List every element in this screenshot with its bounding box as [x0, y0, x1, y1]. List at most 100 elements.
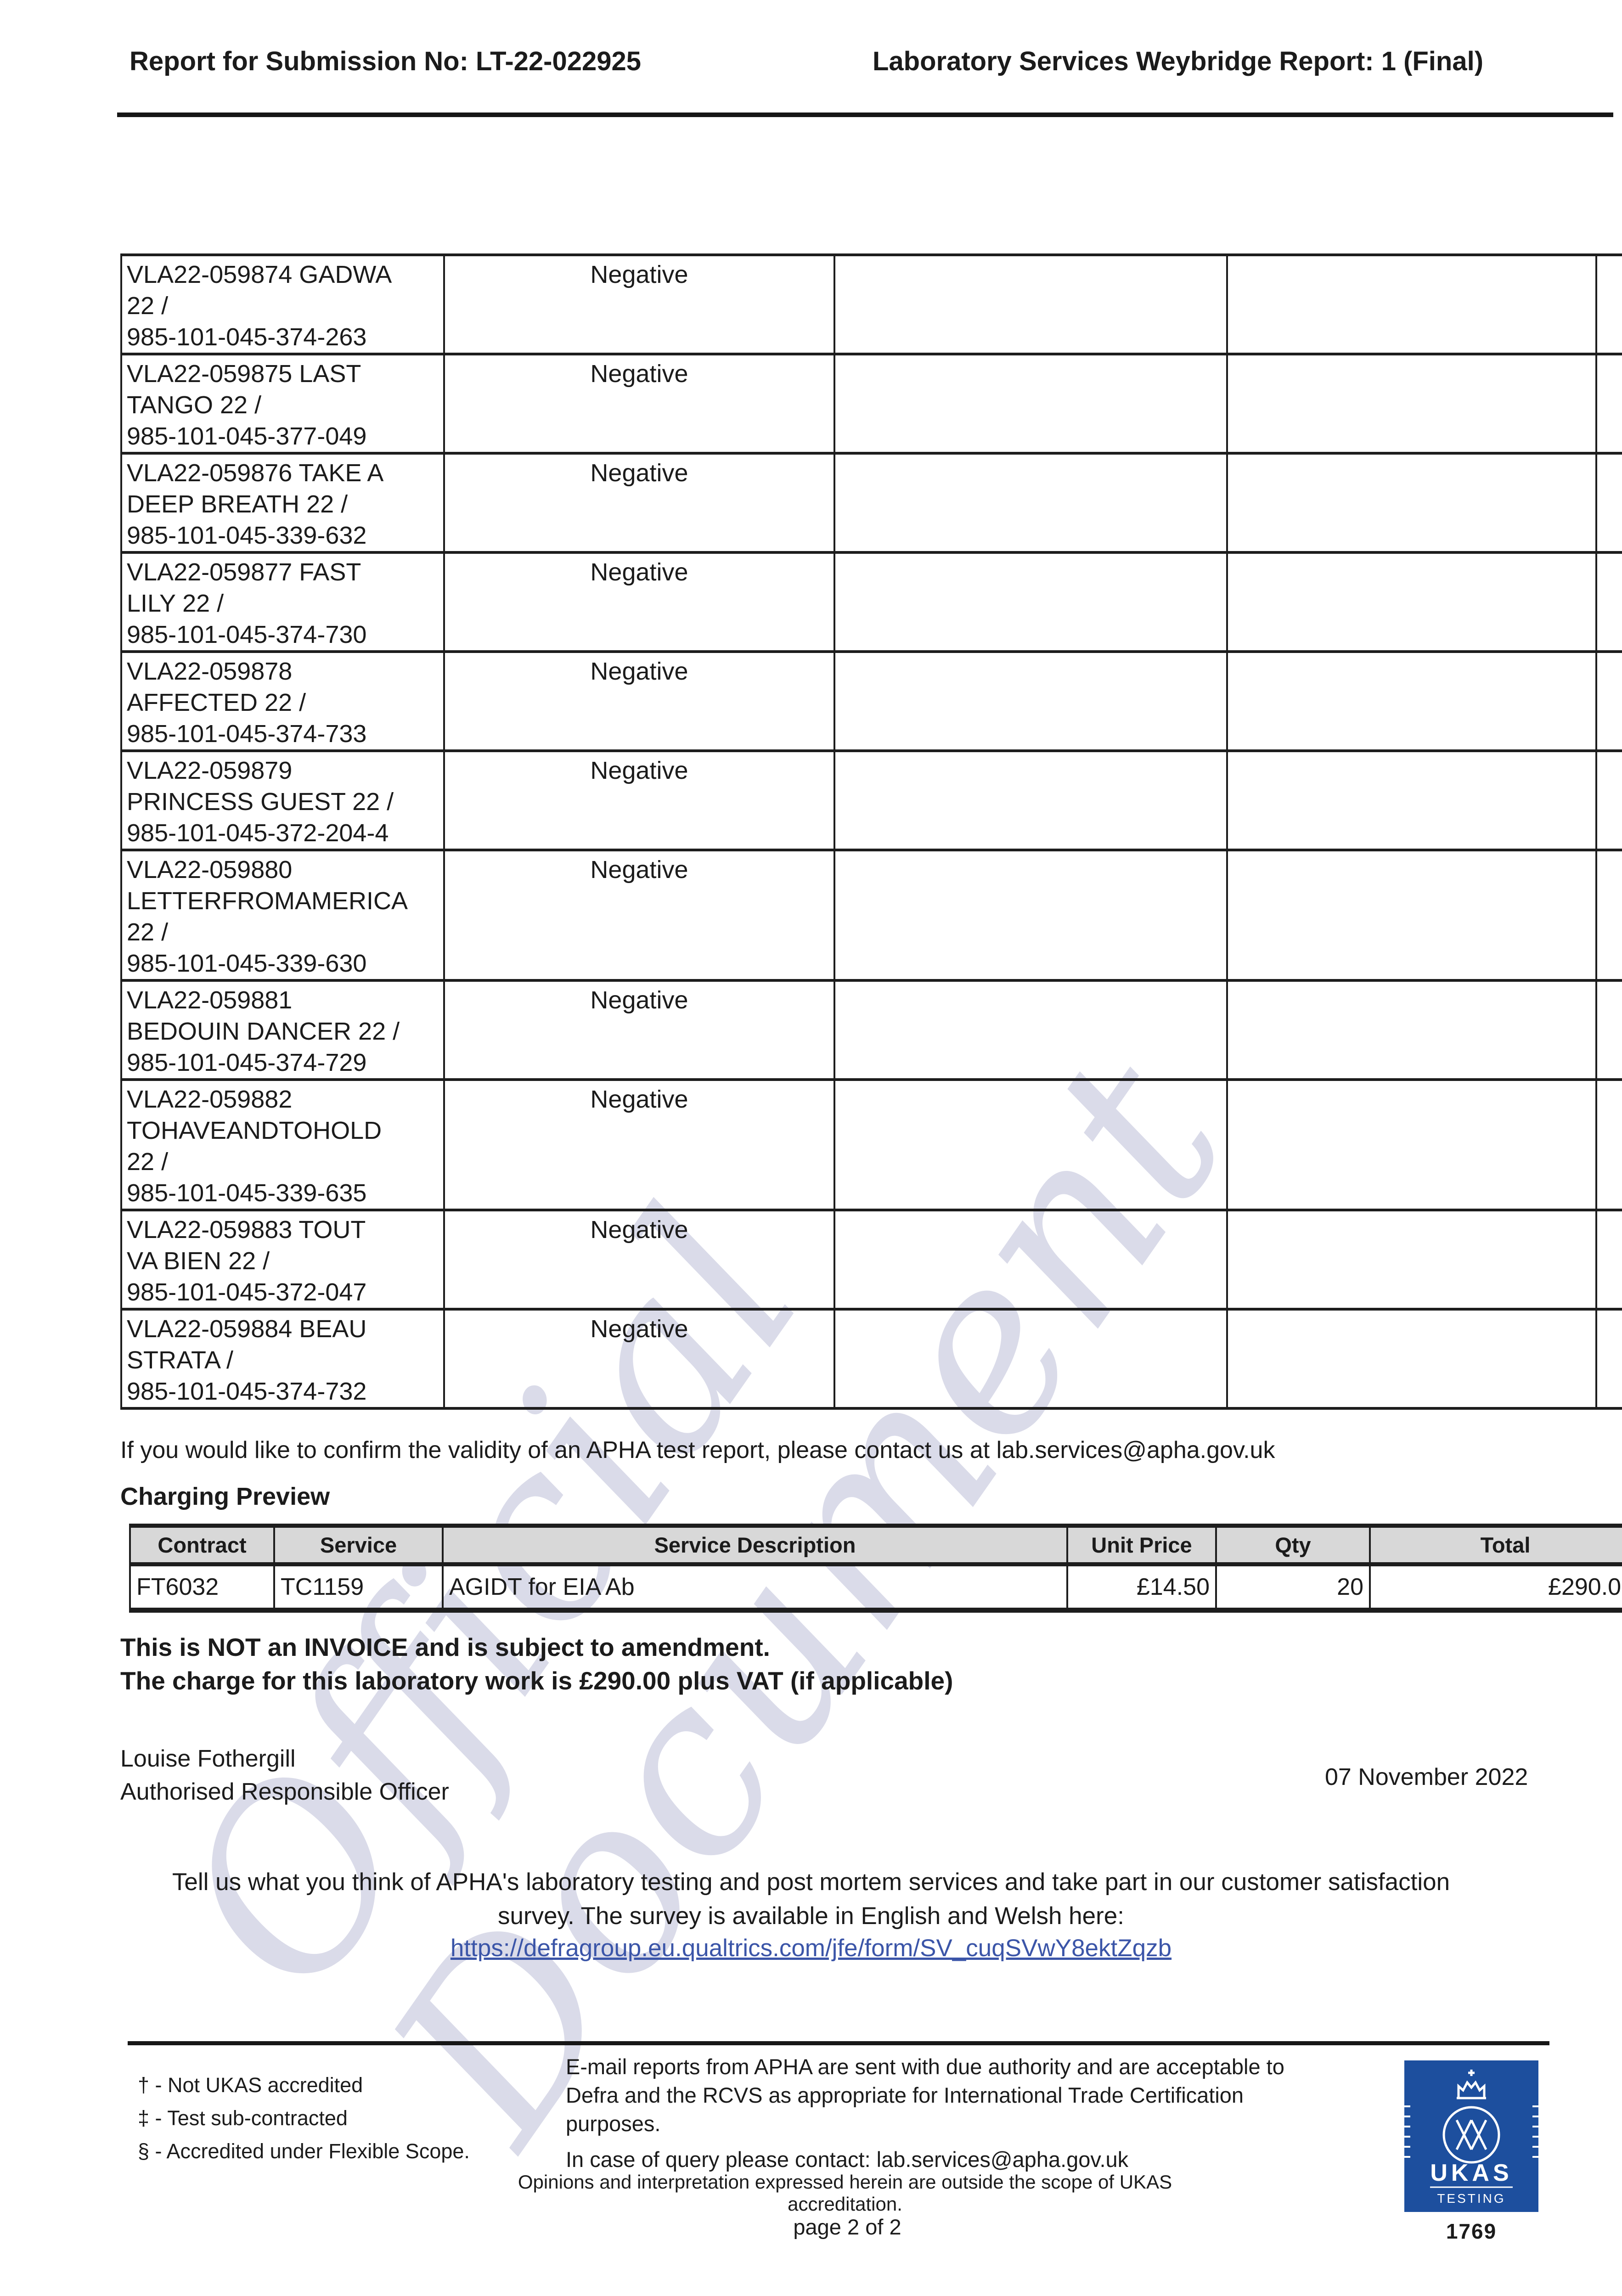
- table-row: VLA22-059883 TOUT VA BIEN 22 / 985-101-0…: [120, 1209, 1622, 1311]
- crown-icon: [1457, 2070, 1486, 2099]
- empty-cell: [1226, 1308, 1597, 1410]
- empty-cell: [1226, 253, 1597, 355]
- empty-cell: [834, 253, 1228, 355]
- result-cell: Negative: [443, 1308, 835, 1410]
- report-date: 07 November 2022: [1325, 1764, 1528, 1790]
- column-header-total: Total: [1369, 1524, 1622, 1566]
- empty-cell: [834, 650, 1228, 752]
- sample-id-cell: VLA22-059878 AFFECTED 22 / 985-101-045-3…: [120, 650, 445, 752]
- table-row: VLA22-059878 AFFECTED 22 / 985-101-045-3…: [120, 650, 1622, 752]
- clipped-cell: [1595, 1209, 1622, 1311]
- empty-cell: [1226, 452, 1597, 554]
- accreditation-legend: † - Not UKAS accredited ‡ - Test sub-con…: [138, 2073, 470, 2163]
- qty-cell: 20: [1215, 1563, 1371, 1613]
- column-header-contract: Contract: [129, 1524, 275, 1566]
- charging-data-row: FT6032 TC1159 AGIDT for EIA Ab £14.50 20…: [129, 1563, 1622, 1613]
- survey-text-line-2: survey. The survey is available in Engli…: [498, 1902, 1124, 1930]
- ukas-emblem-icon: [1442, 2106, 1500, 2164]
- sample-id-cell: VLA22-059883 TOUT VA BIEN 22 / 985-101-0…: [120, 1209, 445, 1311]
- clipped-cell: [1595, 979, 1622, 1081]
- clipped-cell: [1595, 849, 1622, 982]
- empty-cell: [834, 749, 1228, 851]
- result-cell: Negative: [443, 650, 835, 752]
- column-header-service-description: Service Description: [442, 1524, 1068, 1566]
- result-cell: Negative: [443, 353, 835, 455]
- footer-divider: [128, 2041, 1549, 2045]
- column-header-unit-price: Unit Price: [1066, 1524, 1217, 1566]
- empty-cell: [834, 849, 1228, 982]
- email-authority-note: E-mail reports from APHA are sent with d…: [566, 2054, 1284, 2136]
- empty-cell: [834, 353, 1228, 455]
- table-row: VLA22-059884 BEAU STRATA / 985-101-045-3…: [120, 1308, 1622, 1410]
- submission-number-heading: Report for Submission No: LT-22-022925: [130, 46, 642, 76]
- sample-id-cell: VLA22-059875 LAST TANGO 22 / 985-101-045…: [120, 353, 445, 455]
- ukas-accreditation-number: 1769: [1446, 2219, 1497, 2243]
- ukas-scope-note: Opinions and interpretation expressed he…: [518, 2171, 1172, 2215]
- sample-id-cell: VLA22-059882 TOHAVEANDTOHOLD 22 / 985-10…: [120, 1078, 445, 1211]
- sample-id-cell: VLA22-059877 FAST LILY 22 / 985-101-045-…: [120, 551, 445, 653]
- survey-link-wrapper: https://defragroup.eu.qualtrics.com/jfe/…: [0, 1934, 1622, 1962]
- table-row: VLA22-059877 FAST LILY 22 / 985-101-045-…: [120, 551, 1622, 653]
- page-number: page 2 of 2: [793, 2215, 901, 2239]
- result-cell: Negative: [443, 849, 835, 982]
- signatory-name: Louise Fothergill: [120, 1745, 296, 1772]
- empty-cell: [1226, 1078, 1597, 1211]
- service-description-cell: AGIDT for EIA Ab: [442, 1563, 1068, 1613]
- sample-id-cell: VLA22-059879 PRINCESS GUEST 22 / 985-101…: [120, 749, 445, 851]
- result-cell: Negative: [443, 749, 835, 851]
- empty-cell: [834, 1078, 1228, 1211]
- ukas-tick-marks: [1404, 2105, 1538, 2158]
- table-row: VLA22-059876 TAKE A DEEP BREATH 22 / 985…: [120, 452, 1622, 554]
- ukas-logo-badge: UKAS TESTING: [1404, 2060, 1538, 2212]
- ukas-badge-background: [1404, 2060, 1538, 2212]
- header-divider: [117, 113, 1613, 117]
- table-row: VLA22-059882 TOHAVEANDTOHOLD 22 / 985-10…: [120, 1078, 1622, 1211]
- sample-id-cell: VLA22-059880 LETTERFROMAMERICA 22 / 985-…: [120, 849, 445, 982]
- empty-cell: [1226, 353, 1597, 455]
- charging-header-row: Contract Service Service Description Uni…: [129, 1524, 1622, 1566]
- empty-cell: [834, 979, 1228, 1081]
- column-header-service: Service: [273, 1524, 444, 1566]
- clipped-cell: [1595, 749, 1622, 851]
- column-header-qty: Qty: [1215, 1524, 1371, 1566]
- result-cell: Negative: [443, 1209, 835, 1311]
- empty-cell: [834, 1308, 1228, 1410]
- clipped-cell: [1595, 551, 1622, 653]
- empty-cell: [1226, 650, 1597, 752]
- ukas-wordmark: UKAS: [1430, 2160, 1512, 2186]
- sample-id-cell: VLA22-059881 BEDOUIN DANCER 22 / 985-101…: [120, 979, 445, 1081]
- sample-id-cell: VLA22-059876 TAKE A DEEP BREATH 22 / 985…: [120, 452, 445, 554]
- empty-cell: [834, 1209, 1228, 1311]
- results-table: VLA22-059874 GADWA 22 / 985-101-045-374-…: [120, 253, 1622, 1410]
- table-row: VLA22-059881 BEDOUIN DANCER 22 / 985-101…: [120, 979, 1622, 1081]
- total-cell: £290.00: [1369, 1563, 1622, 1613]
- result-cell: Negative: [443, 1078, 835, 1211]
- unit-price-cell: £14.50: [1066, 1563, 1217, 1613]
- survey-link[interactable]: https://defragroup.eu.qualtrics.com/jfe/…: [450, 1935, 1172, 1962]
- ukas-testing-label: TESTING: [1437, 2191, 1505, 2206]
- result-cell: Negative: [443, 253, 835, 355]
- empty-cell: [1226, 749, 1597, 851]
- charging-preview-heading: Charging Preview: [120, 1483, 330, 1510]
- survey-text-line-1: Tell us what you think of APHA's laborat…: [172, 1868, 1450, 1896]
- table-row: VLA22-059875 LAST TANGO 22 / 985-101-045…: [120, 353, 1622, 455]
- contract-cell: FT6032: [129, 1563, 275, 1613]
- report-title-heading: Laboratory Services Weybridge Report: 1 …: [873, 46, 1484, 76]
- charging-preview-table: Contract Service Service Description Uni…: [129, 1524, 1622, 1613]
- sample-id-cell: VLA22-059884 BEAU STRATA / 985-101-045-3…: [120, 1308, 445, 1410]
- table-row: VLA22-059880 LETTERFROMAMERICA 22 / 985-…: [120, 849, 1622, 982]
- service-cell: TC1159: [273, 1563, 444, 1613]
- sample-id-cell: VLA22-059874 GADWA 22 / 985-101-045-374-…: [120, 253, 445, 355]
- clipped-cell: [1595, 1308, 1622, 1410]
- ukas-testing-logo: UKAS TESTING 1769: [1404, 2060, 1538, 2244]
- result-cell: Negative: [443, 551, 835, 653]
- table-row: VLA22-059874 GADWA 22 / 985-101-045-374-…: [120, 253, 1622, 355]
- charge-amount-note: The charge for this laboratory work is £…: [120, 1666, 953, 1695]
- empty-cell: [1226, 551, 1597, 653]
- result-cell: Negative: [443, 452, 835, 554]
- validity-note: If you would like to confirm the validit…: [120, 1437, 1275, 1463]
- empty-cell: [1226, 979, 1597, 1081]
- clipped-cell: [1595, 452, 1622, 554]
- empty-cell: [1226, 849, 1597, 982]
